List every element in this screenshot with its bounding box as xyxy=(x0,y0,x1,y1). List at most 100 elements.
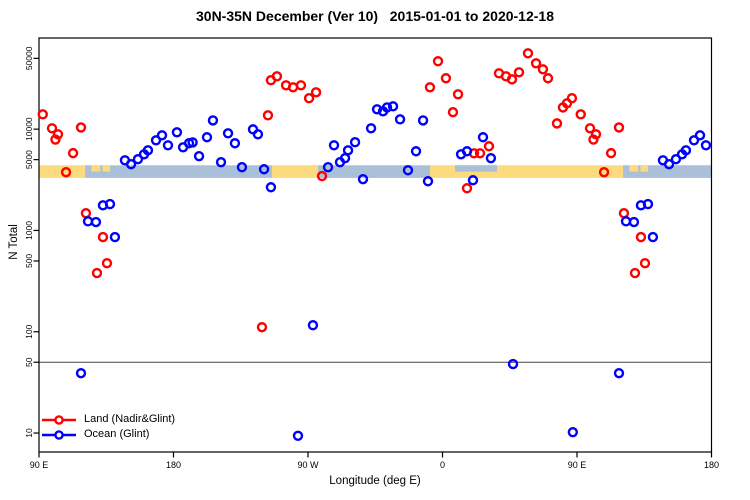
ocean-point xyxy=(162,140,174,151)
ocean-legend-marker-icon xyxy=(42,429,76,440)
map-band-segment xyxy=(318,165,430,178)
land-point xyxy=(605,147,617,159)
ocean-point xyxy=(265,182,277,193)
land-point xyxy=(474,148,486,159)
land-point xyxy=(101,258,113,269)
land-point xyxy=(50,134,61,145)
ocean-point xyxy=(258,164,270,175)
ocean-point xyxy=(229,138,241,149)
ocean-point xyxy=(394,114,406,125)
x-tick-label: 0 xyxy=(440,460,445,470)
land-point xyxy=(590,129,602,140)
legend-label-land: Land (Nadir&Glint) xyxy=(84,413,176,425)
ocean-point xyxy=(171,127,183,138)
land-point xyxy=(316,170,328,182)
ocean-point xyxy=(252,129,264,140)
legend-label-ocean: Ocean (Glint) xyxy=(84,428,150,440)
land-point xyxy=(52,129,64,140)
ocean-point xyxy=(322,162,334,173)
land-point xyxy=(613,122,625,133)
ocean-point xyxy=(132,154,144,165)
y-axis-label: N Total xyxy=(8,224,20,260)
ocean-point xyxy=(215,156,227,168)
ocean-point xyxy=(292,430,304,441)
y-tick-label: 10 xyxy=(24,428,34,438)
land-point xyxy=(566,93,578,104)
ocean-point xyxy=(663,158,675,170)
ocean-point xyxy=(461,146,473,157)
land-legend-marker-icon xyxy=(42,414,76,425)
ocean-point xyxy=(109,231,121,243)
ocean-point xyxy=(365,123,377,134)
ocean-point xyxy=(75,367,87,379)
ocean-point xyxy=(187,137,198,148)
land-point xyxy=(46,123,58,134)
land-point xyxy=(629,267,641,279)
ocean-point xyxy=(125,158,137,170)
y-tick-label: 50 xyxy=(24,357,34,367)
land-point xyxy=(551,118,563,129)
x-tick-label: 180 xyxy=(166,460,181,470)
land-point xyxy=(262,110,274,121)
x-tick-label: 90 W xyxy=(297,460,319,470)
land-point xyxy=(80,208,92,219)
ocean-point xyxy=(307,320,319,331)
land-point xyxy=(256,321,268,333)
ocean-point xyxy=(236,162,248,173)
land-point xyxy=(67,147,79,159)
land-point xyxy=(635,231,647,243)
ocean-point xyxy=(150,135,162,146)
ocean-point xyxy=(680,145,692,156)
y-tick-label: 500 xyxy=(24,254,34,268)
legend-item-land: Land (Nadir&Glint) xyxy=(42,412,175,427)
ocean-point xyxy=(485,152,497,164)
ocean-point xyxy=(694,130,706,141)
land-point xyxy=(461,183,473,194)
x-tick-label: 90 E xyxy=(568,460,587,470)
ocean-point xyxy=(142,145,154,156)
land-point xyxy=(75,122,87,133)
land-point xyxy=(271,71,283,82)
y-tick-label: 5000 xyxy=(24,150,34,169)
land-point xyxy=(584,123,596,134)
ocean-point xyxy=(328,140,340,151)
ocean-point xyxy=(410,146,422,157)
ocean-point xyxy=(642,198,654,210)
ocean-point xyxy=(222,128,234,139)
ocean-point xyxy=(688,135,700,146)
ocean-point xyxy=(670,154,682,165)
ocean-point xyxy=(207,115,219,126)
ocean-point xyxy=(507,358,519,370)
ocean-point xyxy=(477,132,489,143)
ocean-point xyxy=(647,231,659,243)
legend: Land (Nadir&Glint) Ocean (Glint) xyxy=(42,412,175,442)
x-axis-label: Longitude (deg E) xyxy=(329,475,421,487)
map-band-segment xyxy=(455,165,498,172)
land-point xyxy=(60,166,72,178)
ocean-point xyxy=(422,176,434,187)
ocean-point xyxy=(357,173,369,185)
y-tick-label: 1000 xyxy=(24,221,34,240)
map-band-segment xyxy=(640,165,648,172)
land-point xyxy=(506,74,518,85)
land-point xyxy=(97,231,109,243)
land-point xyxy=(452,89,464,100)
x-tick-label: 180 xyxy=(704,460,719,470)
ocean-point xyxy=(567,426,579,438)
ocean-point xyxy=(104,198,116,210)
land-point xyxy=(542,73,554,84)
ocean-point xyxy=(700,140,712,151)
ocean-point xyxy=(201,132,213,143)
ocean-point xyxy=(371,104,383,115)
ocean-point xyxy=(342,145,354,156)
x-tick-label: 90 E xyxy=(30,460,49,470)
map-band-segment xyxy=(102,165,110,172)
land-point xyxy=(537,64,549,75)
land-point xyxy=(447,107,459,118)
ocean-point xyxy=(381,102,393,113)
map-band-segment xyxy=(91,165,101,172)
land-point xyxy=(575,109,586,120)
chart-title: 30N-35N December (Ver 10) 2015-01-01 to … xyxy=(196,8,554,24)
land-point xyxy=(424,82,436,93)
